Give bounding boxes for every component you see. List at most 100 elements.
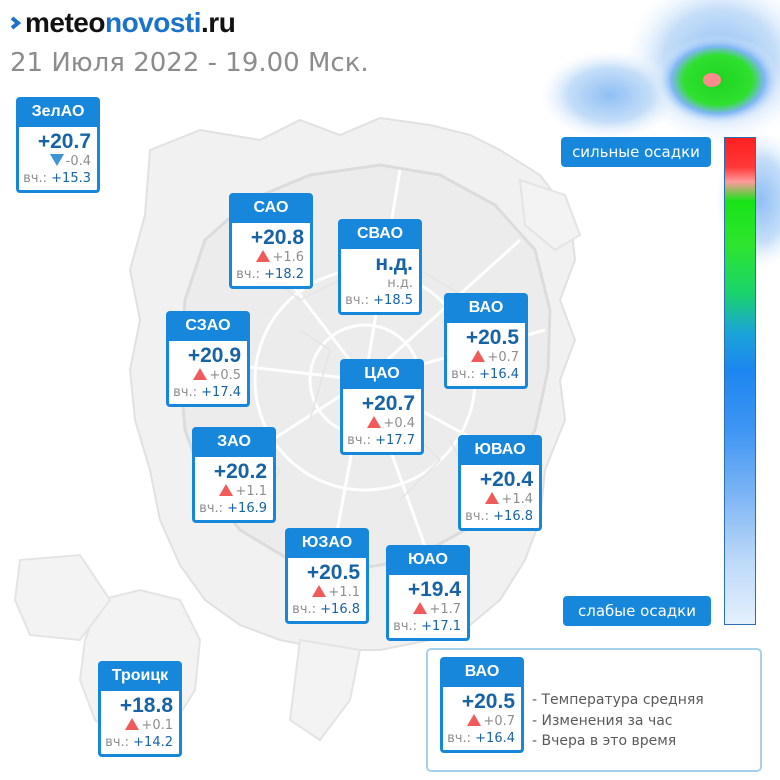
temperature-value: +20.5 [306,561,360,584]
temperature-value: +20.7 [37,130,91,153]
district-name: СЗАО [166,311,250,341]
district-name: ЗАО [192,427,276,457]
hourly-change-value: +0.7 [487,350,519,365]
district-card[interactable]: СВАО н.д. н.д. вч.: +18.5 [338,219,422,315]
yesterday-value: +17.4 [201,385,241,400]
district-name: ЦАО [340,359,424,389]
hourly-change-value: +1.7 [429,602,461,617]
trend-down-icon [49,154,64,166]
hourly-change-value: +0.7 [483,714,515,729]
hourly-change: +1.4 [465,492,533,508]
hourly-change: +1.1 [292,585,360,601]
temperature-value: н.д. [375,252,413,275]
hourly-change: н.д. [345,276,413,292]
trend-up-icon [485,492,500,504]
yesterday-label: вч.: [199,501,224,516]
yesterday-temp: вч.: +17.7 [347,432,415,449]
hourly-change: +1.6 [236,250,304,266]
yesterday-temp: вч.: +16.8 [465,508,533,525]
temperature-value: +20.9 [187,344,241,367]
yesterday-temp: вч.: +15.3 [23,170,91,187]
district-card[interactable]: ВАО +20.5 +0.7 вч.: +16.4 [444,293,528,389]
yesterday-label: вч.: [347,433,372,448]
trend-up-icon [413,602,428,614]
district-card[interactable]: Троицк +18.8 +0.1 вч.: +14.2 [98,661,182,757]
hourly-change: +1.1 [199,484,267,500]
hourly-change-value: +0.1 [141,718,173,733]
yesterday-label: вч.: [105,735,130,750]
yesterday-value: +14.2 [133,735,173,750]
hourly-change: +0.1 [105,718,173,734]
yesterday-temp: вч.: +14.2 [105,734,173,751]
trend-up-icon [256,250,271,262]
precipitation-scale-bar [724,137,756,625]
district-name: ЮЗАО [285,528,369,558]
logo-mark-icon [10,16,22,30]
district-card[interactable]: СЗАО +20.9 +0.5 вч.: +17.4 [166,311,250,407]
district-card[interactable]: ЮЗАО +20.5 +1.1 вч.: +16.8 [285,528,369,624]
scale-label-light: слабые осадки [563,596,711,626]
trend-up-icon [467,714,482,726]
yesterday-value: +16.4 [479,367,519,382]
yesterday-temp: вч.: +16.4 [447,730,515,747]
yesterday-value: +18.2 [264,267,304,282]
temperature-value: +18.8 [119,694,173,717]
yesterday-temp: вч.: +18.2 [236,266,304,283]
district-name: САО [229,193,313,223]
district-card[interactable]: ЗАО +20.2 +1.1 вч.: +16.9 [192,427,276,523]
hourly-change-value: +0.5 [209,368,241,383]
hourly-change-value: +1.4 [501,492,533,507]
district-name: СВАО [338,219,422,249]
hourly-change-value: -0.4 [65,154,91,169]
hourly-change: +0.7 [451,350,519,366]
district-card[interactable]: ЮАО +19.4 +1.7 вч.: +17.1 [386,545,470,641]
hourly-change: +1.7 [393,602,461,618]
district-name: ВАО [440,657,524,687]
temperature-value: +19.4 [407,578,461,601]
hourly-change-value: н.д. [387,276,413,291]
temperature-value: +20.5 [465,326,519,349]
yesterday-label: вч.: [292,602,317,617]
district-name: ЗелАО [16,97,100,127]
yesterday-value: +17.1 [421,619,461,634]
hourly-change-value: +1.6 [272,250,304,265]
scale-label-heavy: сильные осадки [561,137,711,167]
temperature-value: +20.8 [250,226,304,249]
district-card[interactable]: ЮВАО +20.4 +1.4 вч.: +16.8 [458,435,542,531]
temperature-value: +20.5 [461,690,515,713]
hourly-change: +0.4 [347,416,415,432]
hourly-change-value: +1.1 [328,585,360,600]
yesterday-label: вч.: [451,367,476,382]
yesterday-label: вч.: [345,293,370,308]
yesterday-value: +16.8 [320,602,360,617]
trend-up-icon [312,585,327,597]
district-name: ЮАО [386,545,470,575]
yesterday-value: +16.9 [227,501,267,516]
yesterday-value: +18.5 [373,293,413,308]
district-name: Троицк [98,661,182,691]
legend-items: - Температура средняя - Изменения за час… [532,690,704,752]
district-card[interactable]: ЦАО +20.7 +0.4 вч.: +17.7 [340,359,424,455]
yesterday-label: вч.: [23,171,48,186]
site-logo[interactable]: meteo novosti .ru [10,6,236,40]
district-card[interactable]: САО +20.8 +1.6 вч.: +18.2 [229,193,313,289]
legend-sample-card[interactable]: ВАО +20.5 +0.7 вч.: +16.4 [440,657,524,753]
yesterday-value: +15.3 [51,171,91,186]
hourly-change: +0.7 [447,714,515,730]
hourly-change-value: +1.1 [235,484,267,499]
legend-item-average: - Температура средняя [532,692,704,708]
yesterday-label: вч.: [465,509,490,524]
district-name: ЮВАО [458,435,542,465]
logo-text-meteo: meteo [25,7,105,38]
temperature-value: +20.7 [361,392,415,415]
district-card[interactable]: ЗелАО +20.7 -0.4 вч.: +15.3 [16,97,100,193]
hourly-change-value: +0.4 [383,416,415,431]
trend-up-icon [125,718,140,730]
yesterday-label: вч.: [236,267,261,282]
yesterday-temp: вч.: +17.4 [173,384,241,401]
yesterday-label: вч.: [447,731,472,746]
trend-up-icon [471,350,486,362]
temperature-value: +20.4 [479,468,533,491]
yesterday-temp: вч.: +16.8 [292,601,360,618]
yesterday-temp: вч.: +16.9 [199,500,267,517]
